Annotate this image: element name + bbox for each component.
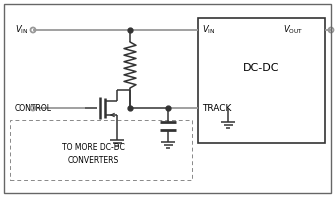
Text: $V_\mathrm{OUT}$: $V_\mathrm{OUT}$ (283, 24, 303, 36)
Text: $V_\mathrm{IN}$: $V_\mathrm{IN}$ (15, 24, 28, 36)
Bar (10, 120, 192, 180)
Bar (198, 18, 325, 143)
Text: $V_\mathrm{IN}$: $V_\mathrm{IN}$ (202, 24, 215, 36)
Text: TRACK: TRACK (202, 103, 231, 112)
Text: CONTROL: CONTROL (15, 103, 52, 112)
Text: DC-DC: DC-DC (243, 63, 279, 73)
Text: TO MORE DC-DC
CONVERTERS: TO MORE DC-DC CONVERTERS (62, 143, 124, 165)
